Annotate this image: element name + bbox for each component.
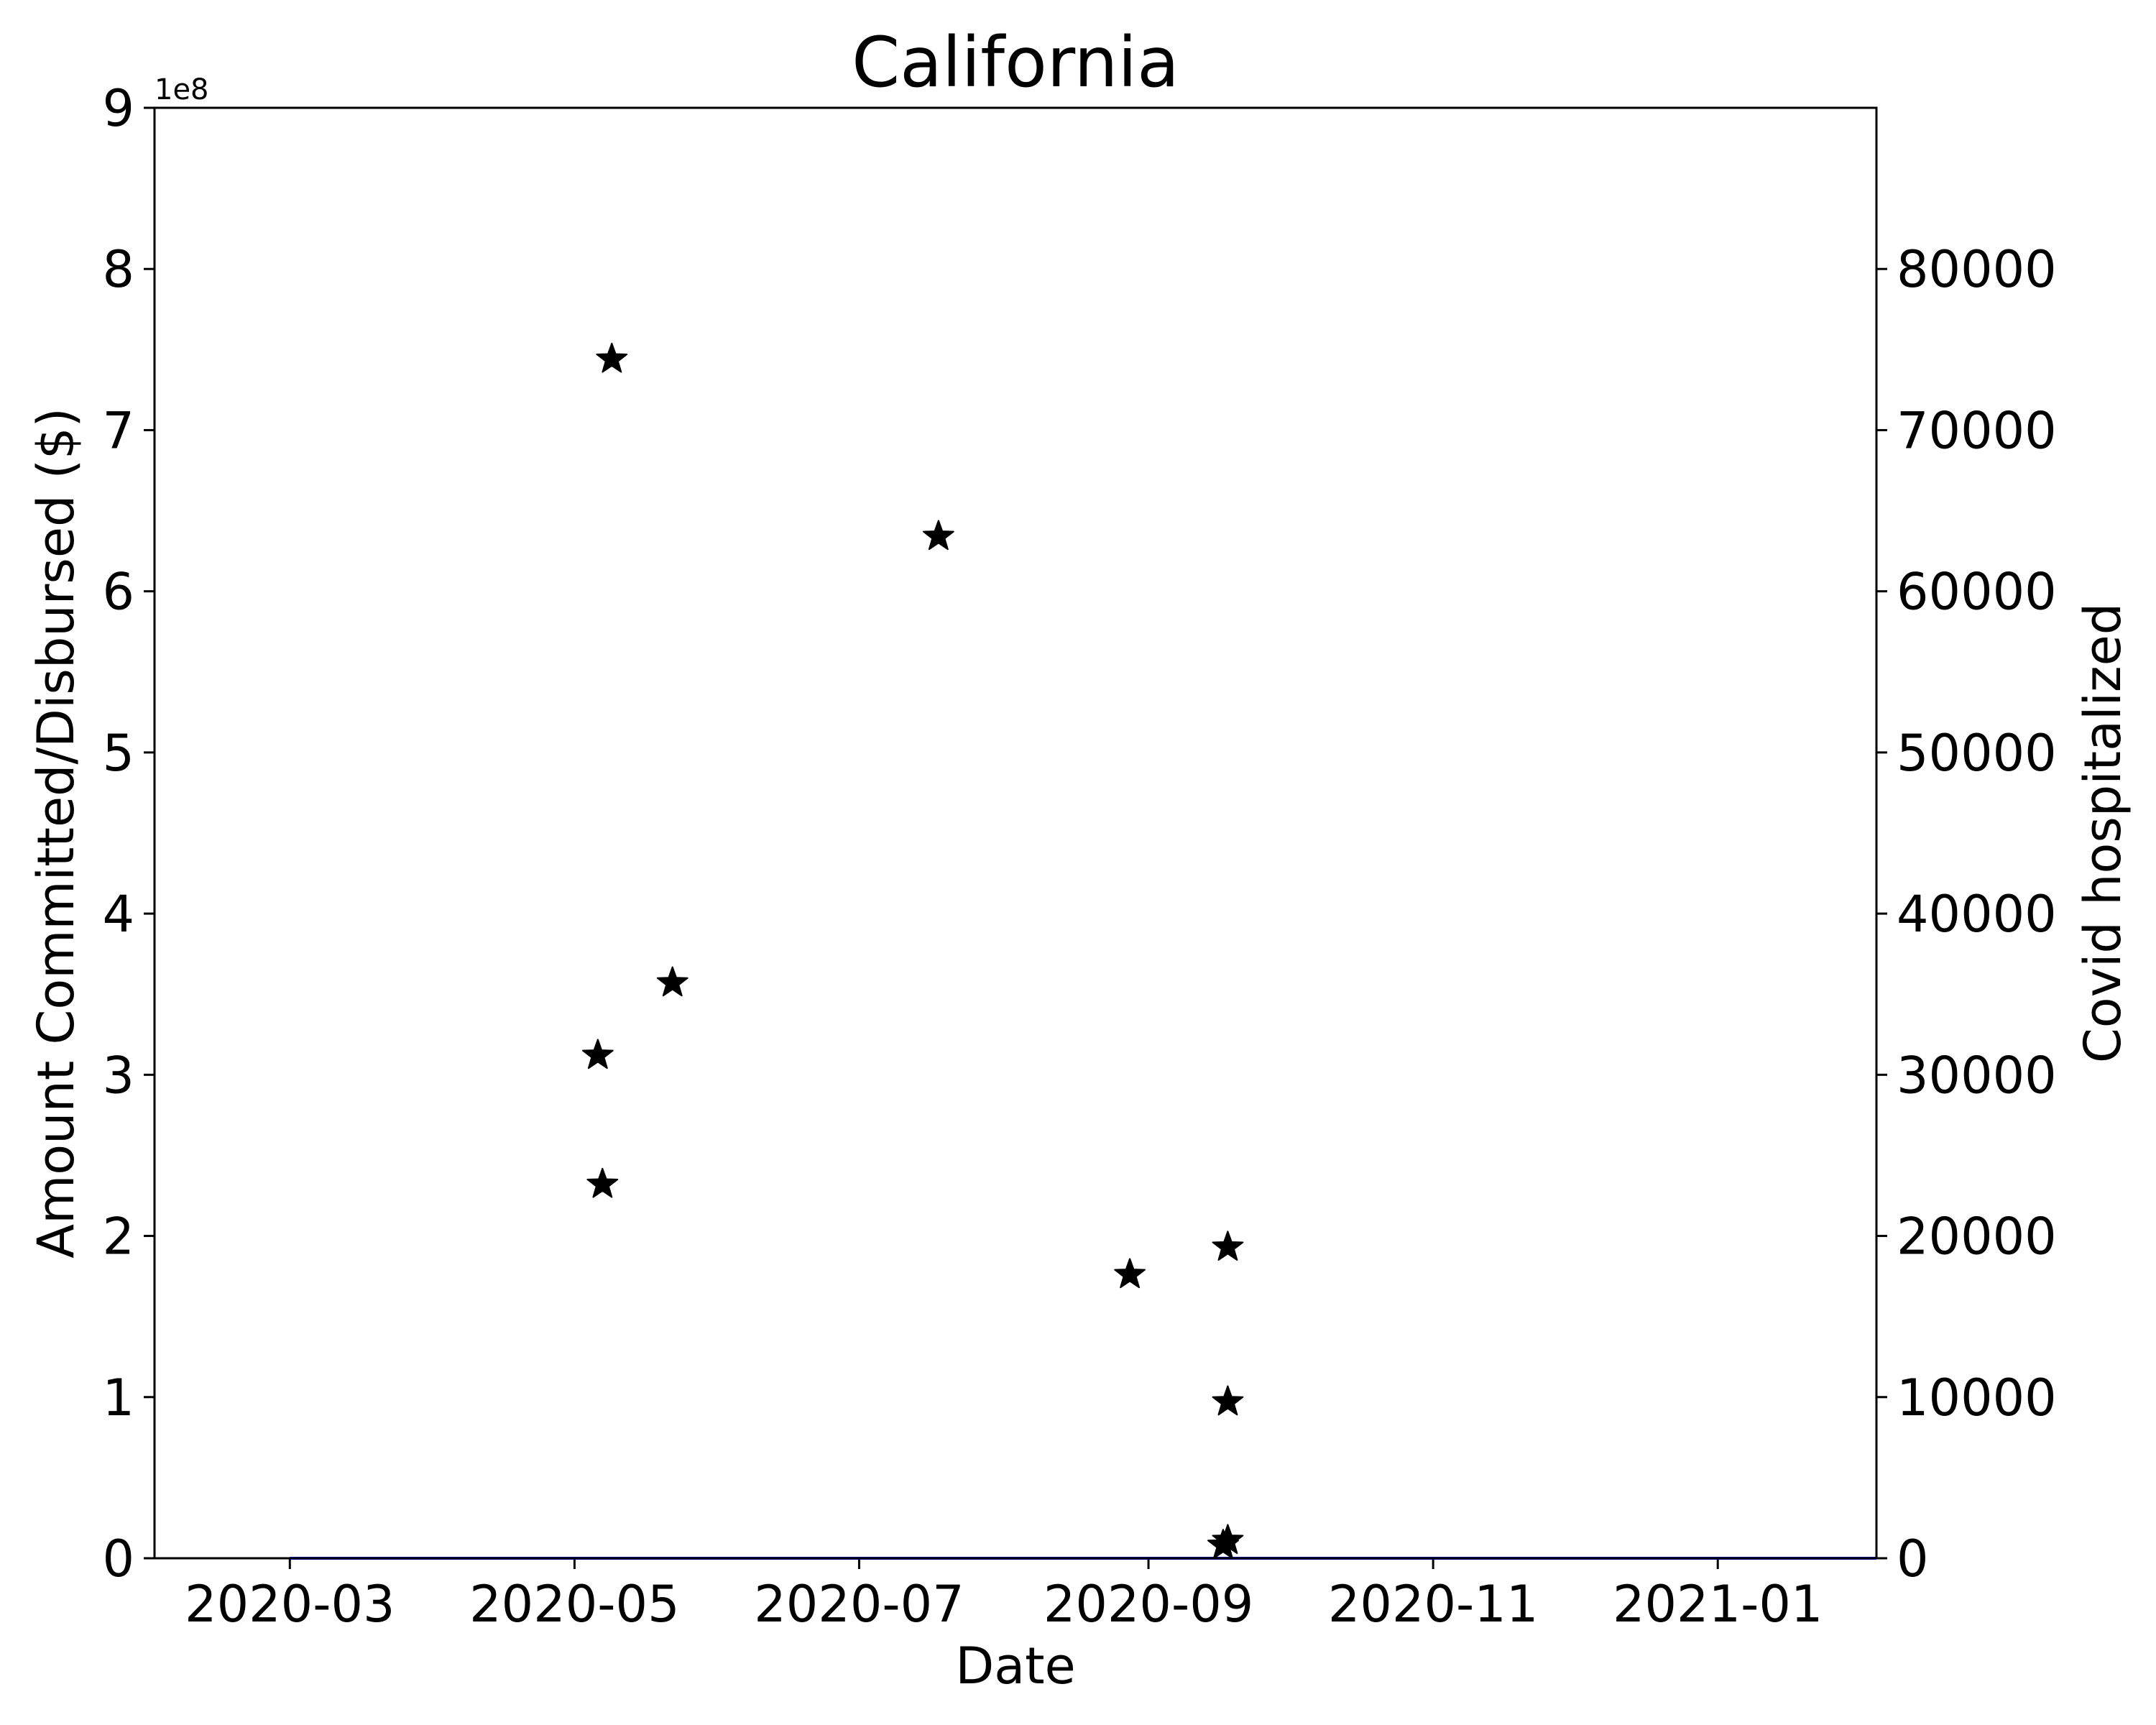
data-point-star <box>596 342 628 373</box>
y-axis-ticks: 0 1 2 3 4 5 6 7 8 9 <box>102 79 155 1588</box>
right-y-tick-label: 20000 <box>1897 1208 2057 1266</box>
y-tick-label: 6 <box>102 563 134 622</box>
x-tick-label: 2020-07 <box>754 1575 964 1634</box>
y-tick-label: 3 <box>102 1046 134 1105</box>
y-tick-label: 8 <box>102 240 134 299</box>
x-axis-ticks: 2020-03 2020-05 2020-07 2020-09 2020-11 2021-… <box>185 1558 1823 1634</box>
y-tick-label: 0 <box>102 1530 134 1588</box>
right-y-tick-label: 60000 <box>1897 563 2057 622</box>
y-tick-label: 2 <box>102 1208 134 1266</box>
data-point-star <box>1212 1230 1244 1261</box>
data-point-star <box>586 1167 619 1198</box>
y-tick-label: 9 <box>102 79 134 138</box>
plot-frame <box>153 106 1878 1560</box>
y-offset-text: 1e8 <box>155 73 209 106</box>
data-point-star <box>922 520 954 551</box>
right-y-tick-label: 70000 <box>1897 401 2057 460</box>
y-tick-label: 7 <box>102 401 134 460</box>
data-points <box>581 342 1244 1559</box>
right-y-tick-label: 10000 <box>1897 1368 2057 1427</box>
y-tick-label: 4 <box>102 885 134 944</box>
x-tick-label: 2020-05 <box>469 1575 679 1634</box>
right-y-tick-label: 30000 <box>1897 1046 2057 1105</box>
data-point-star <box>1114 1258 1146 1289</box>
data-point-star <box>581 1039 614 1070</box>
data-point-star <box>656 966 688 997</box>
right-y-axis-label: Covid hospitalized <box>2073 603 2132 1063</box>
x-tick-label: 2020-03 <box>185 1575 395 1634</box>
right-y-axis-ticks: 0 10000 20000 30000 40000 50000 60000 70000 8000… <box>1876 240 2057 1588</box>
data-point-star <box>1212 1385 1244 1416</box>
y-axis-label: Amount Committed/Disbursed ($) <box>27 408 86 1259</box>
right-y-tick-label: 40000 <box>1897 885 2057 944</box>
x-tick-label: 2020-09 <box>1044 1575 1253 1634</box>
chart-title: California <box>852 22 1179 103</box>
y-tick-label: 1 <box>102 1368 134 1427</box>
x-tick-label: 2021-01 <box>1613 1575 1823 1634</box>
right-y-tick-label: 50000 <box>1897 724 2057 783</box>
data-point-star <box>1207 1529 1239 1559</box>
right-y-tick-label: 80000 <box>1897 240 2057 299</box>
x-tick-label: 2020-11 <box>1328 1575 1538 1634</box>
x-axis-label: Date <box>955 1637 1075 1696</box>
y-tick-label: 5 <box>102 724 134 783</box>
right-y-tick-label: 0 <box>1897 1530 1929 1588</box>
